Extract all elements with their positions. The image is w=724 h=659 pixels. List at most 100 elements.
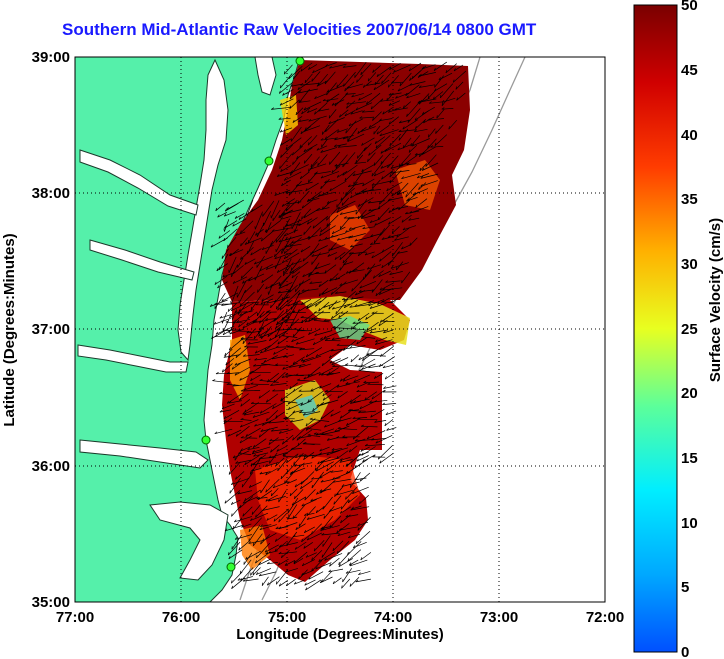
velocity-vector: [279, 81, 294, 94]
velocity-vector-head: [278, 239, 282, 243]
velocity-vector-head: [329, 360, 333, 364]
velocity-vector-head: [270, 493, 273, 497]
velocity-vector: [300, 356, 314, 362]
velocity-vector-head: [397, 251, 400, 254]
velocity-vector-head: [278, 519, 280, 523]
velocity-vector: [358, 494, 369, 505]
velocity-vector-head: [330, 234, 334, 238]
velocity-vector: [244, 402, 260, 413]
velocity-vector-head: [345, 463, 348, 467]
velocity-vector: [289, 488, 298, 497]
velocity-vector-head: [240, 424, 243, 428]
velocity-vector-head: [331, 231, 335, 234]
velocity-vector: [389, 165, 402, 178]
velocity-vector-head: [258, 562, 261, 566]
velocity-vector: [300, 83, 320, 86]
velocity-vector: [307, 366, 321, 378]
velocity-vector: [344, 299, 358, 309]
velocity-vector-head: [264, 347, 267, 352]
velocity-vector-head: [266, 517, 269, 521]
velocity-vector-head: [345, 514, 349, 518]
velocity-vector: [214, 292, 226, 309]
velocity-vector-head: [379, 99, 383, 102]
velocity-vector: [321, 570, 333, 583]
velocity-vector: [342, 65, 357, 68]
velocity-vector: [308, 161, 318, 172]
velocity-vector-head: [384, 423, 387, 427]
velocity-vector: [366, 354, 386, 357]
velocity-vector: [319, 399, 339, 406]
velocity-vector: [337, 200, 356, 210]
velocity-vector-head: [319, 233, 322, 236]
velocity-vector-head: [364, 443, 368, 447]
velocity-vector-head: [259, 350, 263, 354]
velocity-vector: [362, 178, 375, 187]
velocity-vector-head: [358, 357, 361, 361]
velocity-vector-head: [304, 530, 307, 533]
velocity-vector: [417, 71, 429, 78]
velocity-vector-head: [322, 527, 325, 531]
velocity-vector: [265, 478, 280, 493]
velocity-vector-head: [366, 266, 370, 270]
velocity-vector-head: [329, 161, 331, 165]
velocity-vector-head: [234, 362, 237, 366]
velocity-vector: [358, 245, 372, 257]
velocity-vector: [278, 117, 291, 120]
velocity-vector-head: [288, 75, 291, 79]
velocity-vector-head: [388, 210, 391, 213]
velocity-vector-head: [284, 237, 288, 241]
velocity-vector-head: [428, 101, 432, 104]
velocity-vector-head: [279, 85, 282, 89]
velocity-vector-head: [347, 184, 351, 187]
velocity-vector-head: [371, 185, 374, 189]
velocity-vector: [371, 180, 392, 186]
velocity-vector: [308, 64, 318, 70]
velocity-vector: [290, 448, 303, 450]
velocity-vector-head: [242, 280, 245, 284]
velocity-vector-head: [260, 238, 263, 242]
velocity-vector: [299, 411, 316, 414]
velocity-vector-head: [319, 452, 323, 455]
velocity-vector: [285, 224, 302, 226]
velocity-vector-head: [293, 461, 295, 465]
velocity-vector-head: [320, 337, 323, 340]
velocity-vector: [357, 451, 369, 457]
velocity-vector-head: [211, 336, 214, 339]
colorbar: [633, 4, 678, 653]
velocity-vector: [456, 92, 466, 101]
velocity-vector-head: [318, 372, 321, 376]
velocity-vector-head: [219, 315, 223, 319]
velocity-vector: [286, 531, 298, 546]
velocity-vector: [421, 146, 436, 156]
velocity-vector-head: [366, 101, 368, 105]
velocity-vector-head: [265, 464, 268, 467]
velocity-vector-head: [387, 198, 391, 201]
velocity-vector: [250, 248, 262, 256]
velocity-vector: [406, 102, 420, 117]
velocity-vector: [217, 211, 228, 218]
velocity-vector-head: [402, 227, 406, 231]
velocity-vector: [284, 64, 293, 75]
velocity-vector: [329, 349, 343, 359]
velocity-vector-head: [298, 436, 301, 439]
velocity-vector: [283, 354, 295, 358]
velocity-vector-head: [276, 269, 280, 273]
velocity-vector: [287, 479, 297, 484]
velocity-vector-head: [336, 174, 339, 178]
velocity-vector-head: [270, 242, 272, 246]
velocity-vector-head: [397, 88, 400, 92]
velocity-vector: [282, 335, 298, 338]
colorbar-tick-label: 15: [681, 450, 698, 467]
velocity-vector-head: [320, 229, 322, 233]
velocity-vector: [340, 456, 351, 461]
velocity-vector: [252, 411, 270, 418]
velocity-vector-head: [385, 280, 389, 283]
velocity-vector-head: [374, 342, 378, 345]
velocity-vector-head: [326, 89, 330, 93]
velocity-vector-head: [339, 225, 342, 229]
velocity-vector: [235, 459, 252, 464]
velocity-vector-head: [313, 548, 316, 552]
velocity-vector-head: [265, 551, 269, 554]
velocity-vector-head: [305, 587, 308, 591]
velocity-vector-head: [287, 303, 290, 307]
